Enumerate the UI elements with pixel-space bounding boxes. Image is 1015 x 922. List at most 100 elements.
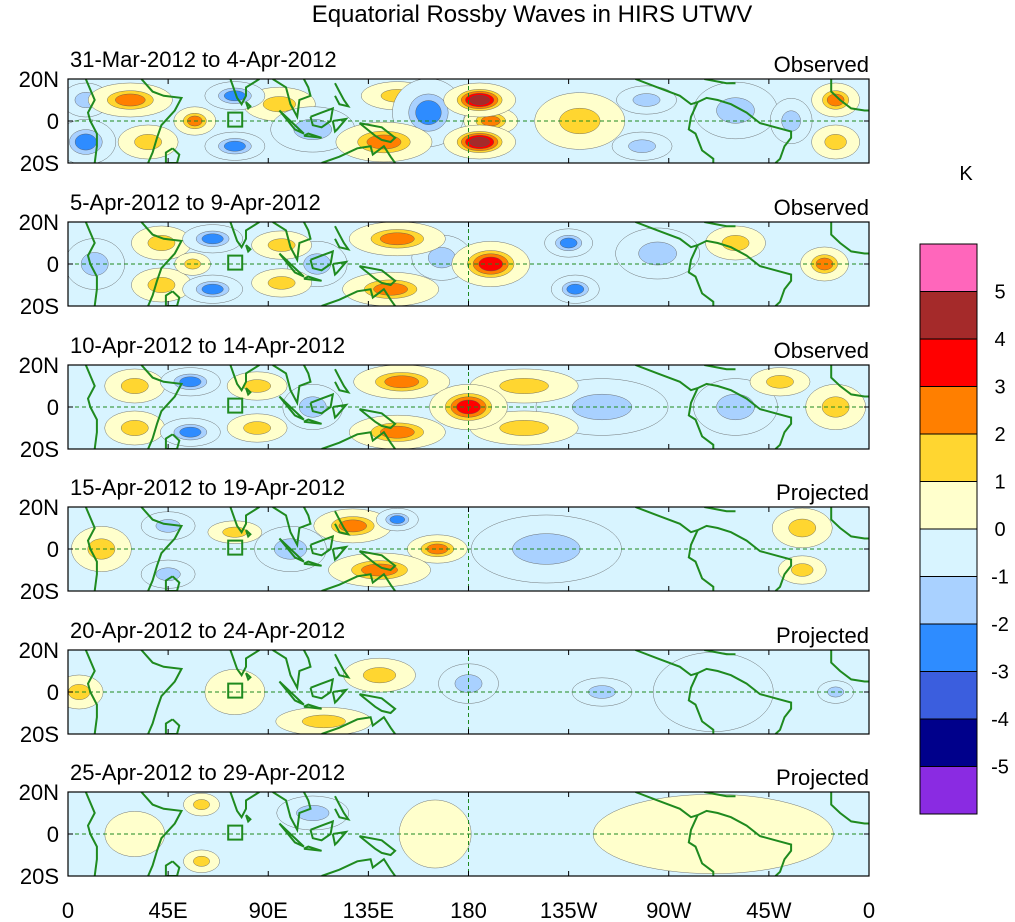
coastline <box>704 792 736 798</box>
coastline <box>140 365 184 449</box>
anomaly-blob <box>559 237 578 249</box>
anomaly-blob <box>389 515 405 524</box>
reference-box <box>227 682 244 699</box>
x-tick-label: 0 <box>62 898 74 922</box>
coastline <box>331 545 349 562</box>
panel-kind: Projected <box>776 480 869 505</box>
panel-period: 31-Mar-2012 to 4-Apr-2012 <box>70 47 337 72</box>
coastline <box>687 529 715 591</box>
anomaly-blob <box>469 95 490 105</box>
y-tick-label: 0 <box>47 822 59 847</box>
coastline <box>331 403 349 420</box>
coastline <box>358 835 397 857</box>
panel-period: 15-Apr-2012 to 19-Apr-2012 <box>70 475 345 500</box>
coastline <box>272 650 312 692</box>
chart-title: Equatorial Rossby Waves in HIRS UTWV <box>312 1 753 28</box>
anomaly-blob <box>373 282 408 296</box>
anomaly-blob <box>361 563 398 577</box>
y-tick-label: 20S <box>20 579 59 604</box>
reference-box <box>227 539 244 556</box>
anomaly-field <box>68 79 860 163</box>
coastline <box>321 857 396 876</box>
coastline <box>321 572 396 591</box>
colorbar-swatch <box>919 671 978 720</box>
coastline <box>303 132 322 139</box>
anomaly-blob <box>632 93 661 107</box>
coastline <box>687 672 715 734</box>
colorbar-label: -3 <box>991 662 1009 684</box>
anomaly-blob <box>499 420 549 436</box>
coastlines <box>84 222 869 306</box>
coastlines <box>84 792 869 876</box>
anomaly-blob <box>120 420 149 436</box>
coastline <box>358 693 397 715</box>
coastline <box>334 225 351 251</box>
panel-period: 10-Apr-2012 to 14-Apr-2012 <box>70 333 345 358</box>
colorbar: K 5 4 3 2 1 0 -1 -2 -3 -4 -5 <box>919 163 1009 815</box>
y-tick-label: 0 <box>47 680 59 705</box>
y-tick-label: 20N <box>19 780 59 805</box>
coastline <box>830 507 869 540</box>
panel-1: 20N 0 20S 31-Mar-2012 to 4-Apr-2012 Observed <box>19 47 870 176</box>
coastline <box>245 529 252 539</box>
coastline <box>830 650 869 683</box>
coastline <box>164 290 181 306</box>
colorbar-label: 1 <box>994 472 1005 494</box>
y-tick-label: 20S <box>20 864 59 889</box>
coastline <box>303 560 322 567</box>
colorbar-swatch <box>919 433 978 482</box>
coastline <box>272 365 312 407</box>
coastline <box>140 507 184 591</box>
coastline <box>140 79 184 163</box>
anomaly-blob <box>201 283 224 295</box>
coastline <box>164 433 181 449</box>
anomaly-blob <box>267 276 296 290</box>
y-tick-label: 20N <box>19 353 59 378</box>
coastline <box>635 650 698 677</box>
anomaly-blob <box>426 543 449 555</box>
coastline <box>164 575 181 591</box>
coastline <box>704 222 736 228</box>
coastline <box>229 650 260 678</box>
y-tick-label: 0 <box>47 395 59 420</box>
coastline <box>278 822 305 848</box>
coastline <box>635 792 698 819</box>
anomaly-blob <box>499 378 549 394</box>
coastline <box>164 147 181 163</box>
coastline <box>245 814 252 824</box>
panel-4: 20N 0 20S 15-Apr-2012 to 19-Apr-2012 Project… <box>19 475 870 604</box>
x-tick-label: 90W <box>646 898 691 922</box>
y-tick-label: 0 <box>47 537 59 562</box>
coastline <box>334 653 351 679</box>
coastline <box>245 244 252 254</box>
anomaly-blob <box>204 669 266 715</box>
coastline <box>704 650 736 656</box>
coastline <box>358 265 397 287</box>
panel-kind: Projected <box>776 623 869 648</box>
panel-2: 20N 0 20S 5-Apr-2012 to 9-Apr-2012 Observed <box>19 190 870 319</box>
coastline <box>229 222 260 250</box>
coastline <box>697 96 793 163</box>
x-tick-label: 0 <box>863 898 875 922</box>
anomaly-blob <box>363 667 396 684</box>
anomaly-blob <box>638 241 677 266</box>
coastline <box>278 252 305 278</box>
coastline <box>321 287 396 306</box>
anomaly-blob <box>824 134 847 150</box>
anomaly-blob <box>469 137 490 147</box>
coastline <box>321 144 396 163</box>
panel-period: 5-Apr-2012 to 9-Apr-2012 <box>70 190 321 215</box>
anomaly-blob <box>721 235 750 251</box>
coastline <box>687 244 715 306</box>
colorbar-swatch <box>919 338 978 387</box>
coastline <box>272 792 312 834</box>
anomaly-blob <box>454 674 483 693</box>
coastline <box>334 82 351 108</box>
y-tick-label: 20N <box>19 638 59 663</box>
anomaly-blob <box>201 233 224 245</box>
anomaly-blob <box>147 277 176 293</box>
anomaly-blob <box>184 258 201 270</box>
coastline <box>272 79 312 121</box>
panel-period: 25-Apr-2012 to 29-Apr-2012 <box>70 760 345 785</box>
panel-period: 20-Apr-2012 to 24-Apr-2012 <box>70 618 345 643</box>
